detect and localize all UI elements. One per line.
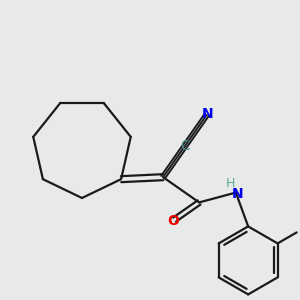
Text: H: H: [226, 177, 236, 190]
Text: N: N: [202, 107, 214, 121]
Text: C: C: [180, 139, 190, 153]
Text: O: O: [168, 214, 179, 228]
Text: N: N: [232, 187, 244, 201]
